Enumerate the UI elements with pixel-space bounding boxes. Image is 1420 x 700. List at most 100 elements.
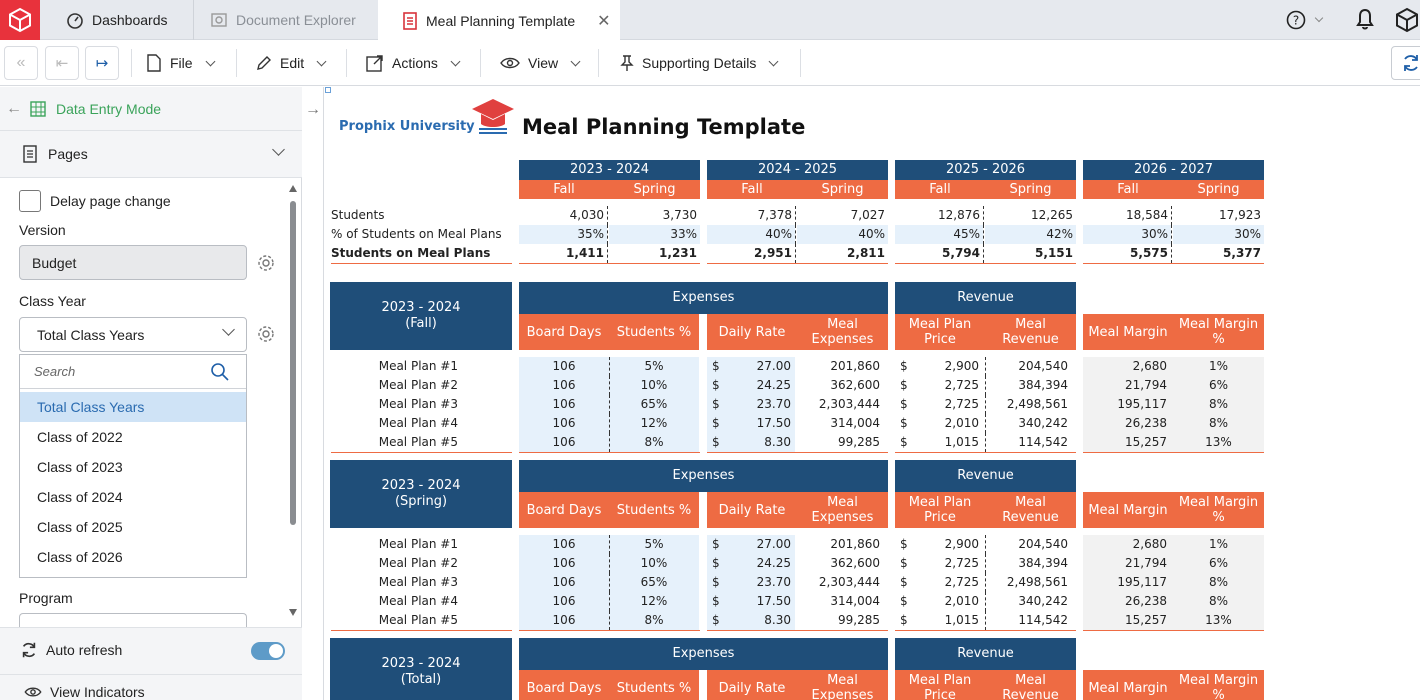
students-pct-cell: 12%: [609, 592, 699, 611]
next-button[interactable]: ↦: [85, 46, 119, 80]
help-icon: ?: [1286, 10, 1306, 30]
data-entry-mode[interactable]: ← Data Entry Mode: [0, 87, 302, 131]
chevron-down-icon: [768, 56, 779, 66]
summary-cell: 7,027: [850, 208, 885, 222]
students-pct-cell: 5%: [609, 535, 699, 554]
currency-symbol: $: [900, 416, 908, 430]
meal-expenses-cell: 362,600: [830, 556, 880, 570]
dropdown-option[interactable]: Class of 2023: [37, 459, 123, 475]
tab-document-explorer[interactable]: Document Explorer: [194, 0, 378, 40]
edit-menu[interactable]: Edit: [256, 40, 327, 86]
graduation-cap-icon: [472, 99, 514, 134]
fall-header: Fall: [895, 180, 985, 199]
students-pct-cell: 8%: [609, 433, 699, 452]
view-menu[interactable]: View: [500, 40, 581, 86]
view-indicators-button[interactable]: View Indicators: [24, 684, 145, 700]
meal-plan-name: Meal Plan #4: [378, 416, 458, 430]
summary-cell: 35%: [519, 225, 607, 244]
column-header: Meal Margin: [1083, 670, 1173, 700]
meal-margin-pct-cell: 13%: [1173, 611, 1264, 630]
auto-refresh-label: Auto refresh: [46, 642, 123, 658]
dropdown-option[interactable]: Class of 2025: [37, 519, 123, 535]
meal-margin-cell: 2,680: [1083, 535, 1173, 554]
currency-symbol: $: [900, 435, 908, 449]
file-menu[interactable]: File: [146, 40, 216, 86]
supporting-details-menu[interactable]: Supporting Details: [620, 40, 779, 86]
app-logo[interactable]: [0, 0, 40, 40]
daily-rate-cell: 23.70: [727, 395, 795, 414]
daily-rate-cell: 8.30: [727, 433, 795, 452]
dropdown-option[interactable]: Class of 2026: [37, 549, 123, 565]
row-underline: [707, 630, 888, 631]
dropdown-option[interactable]: Total Class Years: [20, 392, 246, 422]
summary-cell: 33%: [609, 225, 700, 244]
meal-plan-name: Meal Plan #1: [378, 537, 458, 551]
version-select[interactable]: Budget: [19, 245, 247, 280]
panel-collapse-strip[interactable]: →: [302, 87, 324, 700]
dropdown-option[interactable]: Class of 2024: [37, 489, 123, 505]
row-underline: [519, 452, 700, 453]
summary-cell: 2,811: [847, 246, 885, 260]
expenses-header: Expenses: [519, 460, 888, 492]
search-icon[interactable]: [210, 362, 230, 382]
meal-expenses-cell: 201,860: [830, 537, 880, 551]
help-button[interactable]: ?: [1286, 10, 1324, 30]
row-underline: [519, 263, 700, 264]
currency-symbol: $: [707, 611, 727, 630]
class-year-value: Total Class Years: [37, 326, 145, 343]
row-underline: [707, 452, 888, 453]
summary-cell: 12,265: [1031, 208, 1073, 222]
cell-divider: [609, 592, 610, 611]
class-year-select[interactable]: Total Class Years: [19, 317, 247, 352]
close-icon[interactable]: ✕: [597, 12, 611, 30]
view-menu-label: View: [528, 55, 559, 71]
pages-section-header[interactable]: Pages: [0, 131, 302, 178]
actions-menu[interactable]: Actions: [366, 40, 461, 86]
summary-cell: 5,575: [1130, 246, 1168, 260]
tab-meal-planning-template[interactable]: Meal Planning Template ✕: [378, 0, 620, 41]
fall-header: Fall: [519, 180, 609, 199]
first-page-button[interactable]: «: [4, 46, 38, 80]
auto-refresh-toggle[interactable]: [251, 642, 285, 660]
delay-page-change-label: Delay page change: [50, 193, 171, 209]
product-logo[interactable]: [1394, 0, 1420, 40]
pages-label: Pages: [48, 146, 88, 162]
tab-dashboards[interactable]: Dashboards: [40, 0, 194, 40]
previous-button[interactable]: ⇤: [45, 46, 79, 80]
summary-cell: 17,923: [1219, 208, 1261, 222]
external-action-icon: [366, 55, 383, 72]
dropdown-option[interactable]: Class of 2022: [37, 429, 123, 445]
meal-plan-name: Meal Plan #4: [378, 594, 458, 608]
row-underline: [519, 630, 700, 631]
column-header: Students %: [609, 492, 699, 528]
cell-divider: [985, 554, 986, 573]
panel-scrollbar[interactable]: [288, 185, 298, 620]
meal-plan-name: Meal Plan #1: [378, 359, 458, 373]
board-days-cell: 106: [519, 433, 609, 452]
cell-divider: [607, 225, 608, 244]
row-underline: [1083, 630, 1264, 631]
chevron-down-icon: [450, 56, 461, 66]
summary-cell: 45%: [895, 225, 983, 244]
column-header: Daily Rate: [707, 492, 797, 528]
arrow-right-icon[interactable]: →: [305, 101, 321, 118]
gear-icon[interactable]: [256, 324, 276, 344]
daily-rate-cell: 24.25: [727, 554, 795, 573]
revenue-header: Revenue: [895, 460, 1076, 492]
search-input[interactable]: Search: [20, 355, 246, 389]
panel-footer: Auto refresh View Indicators: [0, 627, 302, 700]
search-placeholder: Search: [34, 364, 76, 379]
notifications-button[interactable]: [1352, 6, 1378, 35]
column-header: Board Days: [519, 314, 609, 350]
students-pct-cell: 65%: [609, 573, 699, 592]
summary-cell: 18,584: [1126, 208, 1168, 222]
row-underline: [707, 263, 888, 264]
gear-icon[interactable]: [256, 253, 276, 273]
row-label: Students on Meal Plans: [331, 246, 491, 260]
delay-page-change-checkbox[interactable]: [19, 190, 41, 212]
arrow-left-icon[interactable]: ←: [6, 99, 22, 117]
summary-cell: 5,794: [942, 246, 980, 260]
column-header: Board Days: [519, 670, 609, 700]
spring-header: Spring: [1173, 180, 1264, 199]
refresh-button[interactable]: [1391, 46, 1420, 80]
